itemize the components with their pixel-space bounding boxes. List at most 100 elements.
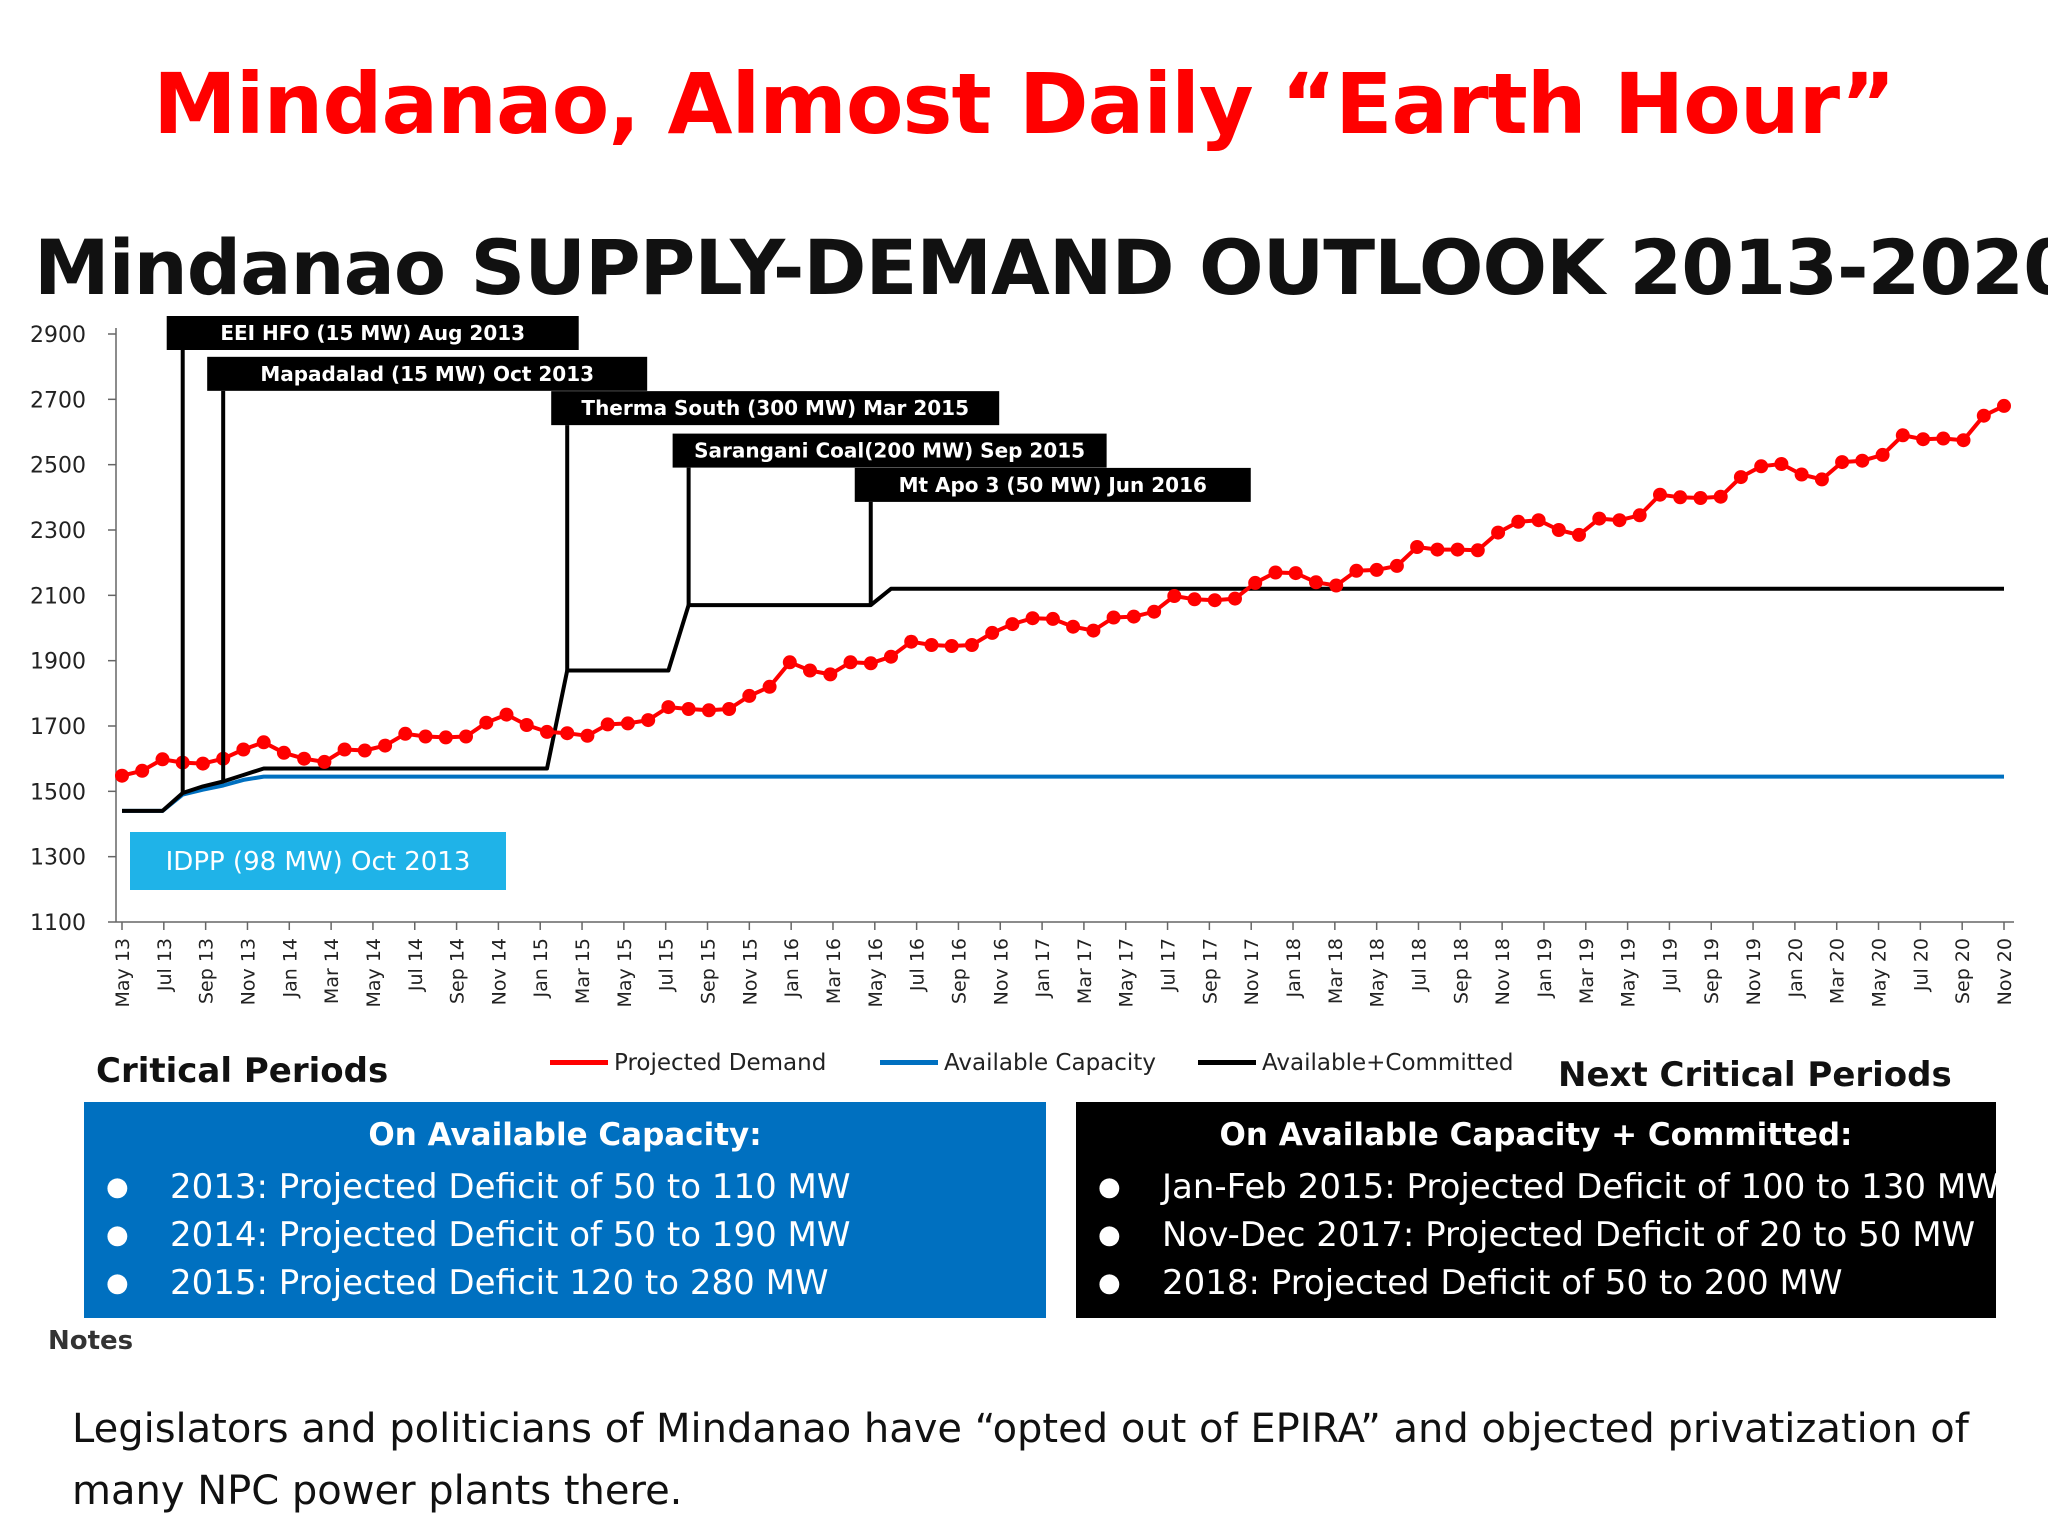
y-tick-label: 2500 [30,454,86,479]
committed-capacity-box: On Available Capacity + Committed: ● Jan-… [1076,1102,2000,1318]
deficit-text: 2014: Projected Deficit of 50 to 190 MW [170,1215,851,1255]
x-tick-label: Mar 20 [1827,938,1849,1004]
data-point [479,715,494,730]
data-point [580,728,595,743]
data-point [1895,428,1910,443]
data-point [357,743,372,758]
callout-box [207,356,648,391]
data-point [1410,540,1425,554]
list-item: ● 2013: Projected Deficit of 50 to 110 MW [84,1163,1046,1211]
data-point [1572,527,1586,542]
data-point [1956,433,1971,448]
data-point [1126,609,1141,624]
data-point [1207,593,1222,608]
x-tick-label: Nov 17 [1241,938,1263,1005]
y-tick-label: 2700 [30,388,86,413]
x-tick-label: Jul 14 [405,938,427,992]
data-point [1228,591,1242,606]
x-tick-label: Mar 19 [1576,938,1598,1004]
data-point [297,751,312,766]
data-point [985,625,1000,640]
list-item: ● Nov-Dec 2017: Projected Deficit of 20 t… [1076,1211,1996,1259]
data-point [1814,472,1829,487]
data-point [1612,513,1627,528]
data-point [418,729,433,744]
deficit-list: ● 2013: Projected Deficit of 50 to 110 MW… [84,1163,1046,1307]
data-point [337,742,352,757]
data-point [1268,565,1283,580]
bullet-icon: ● [106,1268,129,1298]
x-tick-label: Jan 16 [781,938,803,999]
data-point [459,729,473,744]
x-tick-label: Sep 19 [1701,938,1723,1004]
idpp-label: IDPP (98 MW) Oct 2013 [166,847,471,877]
x-tick-label: Sep 15 [698,938,720,1004]
data-point [803,663,817,678]
x-tick-label: Nov 13 [237,938,259,1005]
bullet-icon: ● [1098,1220,1121,1250]
data-point [782,655,797,670]
legend-swatch-demand [550,1060,608,1065]
x-tick-label: Nov 15 [739,938,761,1005]
x-tick-label: May 17 [1116,938,1138,1008]
data-point [1187,592,1202,607]
slide-title: Mindanao, Almost Daily “Earth Hour” [153,55,1896,153]
data-point [1511,514,1526,529]
data-point [701,703,716,718]
x-tick-label: May 13 [112,938,134,1008]
data-point [135,763,150,778]
data-point [317,754,332,769]
data-point [1653,487,1667,502]
data-point [1349,563,1364,578]
data-point [276,745,291,760]
deficit-text: 2013: Projected Deficit of 50 to 110 MW [170,1167,851,1207]
legend-swatch-capacity [880,1060,938,1065]
data-point [843,655,858,670]
x-tick-label: Nov 14 [488,938,510,1005]
deficit-text: 2015: Projected Deficit 120 to 280 MW [170,1263,829,1303]
x-tick-label: Sep 16 [948,938,970,1004]
x-tick-label: Jul 17 [1158,938,1180,992]
data-point [1997,398,2011,413]
data-point [1551,523,1566,537]
callout-label: Mt Apo 3 (50 MW) Jun 2016 [899,473,1207,497]
data-point [1470,543,1485,558]
x-tick-label: Sep 18 [1450,938,1472,1004]
data-point [1369,562,1384,577]
x-tick-label: Jul 20 [1910,938,1932,992]
chart-annotations: EEI HFO (15 MW) Aug 2013 Mapadalad (15 MW… [130,316,1251,890]
x-tick-label: Jan 15 [530,938,552,999]
data-point [742,688,757,703]
available-capacity-box: On Available Capacity: ● 2013: Projected … [84,1102,1046,1318]
list-item: ● Jan-Feb 2015: Projected Deficit of 100 … [1076,1163,2000,1211]
data-point [1430,542,1445,557]
x-tick-label: May 14 [363,938,385,1008]
data-point [1045,611,1060,626]
chart-title: Mindanao SUPPLY-DEMAND OUTLOOK 2013-2020 [34,223,2048,312]
data-point [398,726,413,741]
data-point [499,707,514,722]
x-tick-label: Nov 18 [1492,938,1514,1005]
x-tick-label: Jan 14 [279,938,301,999]
x-tick-label: Nov 16 [990,938,1012,1005]
x-tick-label: Mar 14 [321,938,343,1004]
x-tick-label: Sep 17 [1199,938,1221,1004]
data-point [823,667,838,682]
idpp-label-box [130,832,506,890]
x-tick-label: Sep 14 [447,938,469,1004]
data-point [560,726,575,741]
data-point [1389,558,1404,573]
data-point [1450,542,1465,557]
data-point [1733,470,1748,485]
data-point [1025,611,1040,626]
next-critical-periods-label: Next Critical Periods [1558,1055,1952,1095]
data-point [863,656,878,671]
data-point [1005,617,1020,632]
data-point [540,724,554,739]
y-tick-label: 1500 [30,780,86,805]
data-point [1916,432,1931,447]
data-point [924,638,939,652]
data-point [1713,489,1728,504]
data-point [762,679,777,694]
critical-periods-label: Critical Periods [96,1051,389,1091]
